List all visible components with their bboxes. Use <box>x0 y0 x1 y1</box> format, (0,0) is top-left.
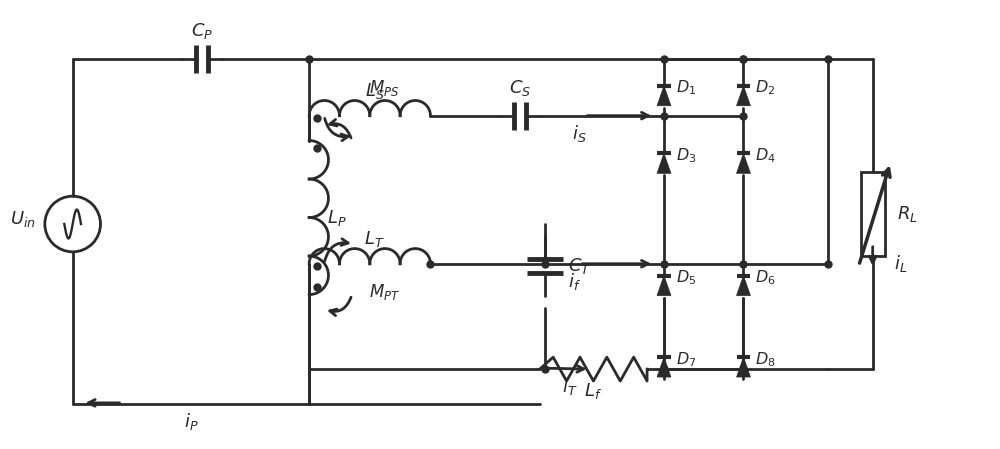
Text: $L_P$: $L_P$ <box>327 207 347 228</box>
Text: $D_6$: $D_6$ <box>755 269 776 287</box>
Polygon shape <box>737 357 750 377</box>
Text: $D_4$: $D_4$ <box>755 146 776 165</box>
Text: $L_S$: $L_S$ <box>365 81 385 101</box>
Text: $C_T$: $C_T$ <box>568 256 591 276</box>
Text: $D_7$: $D_7$ <box>676 350 696 369</box>
Polygon shape <box>657 154 671 173</box>
Text: $U_{in}$: $U_{in}$ <box>10 209 36 229</box>
Text: $M_{PT}$: $M_{PT}$ <box>369 282 400 302</box>
Text: $i_S$: $i_S$ <box>572 123 587 144</box>
Text: $C_P$: $C_P$ <box>191 21 213 41</box>
Polygon shape <box>657 276 671 295</box>
Text: $D_3$: $D_3$ <box>676 146 696 165</box>
Text: $D_2$: $D_2$ <box>755 79 775 97</box>
Text: $R_L$: $R_L$ <box>897 204 918 224</box>
Polygon shape <box>657 86 671 106</box>
Text: $D_5$: $D_5$ <box>676 269 696 287</box>
Text: $i_L$: $i_L$ <box>894 253 907 274</box>
Text: $i_f$: $i_f$ <box>568 271 581 292</box>
Text: $M_{PS}$: $M_{PS}$ <box>369 78 399 98</box>
Text: $D_8$: $D_8$ <box>755 350 776 369</box>
Text: $L_T$: $L_T$ <box>364 229 385 249</box>
Text: $L_f$: $L_f$ <box>584 381 602 401</box>
Bar <box>861 172 885 256</box>
Text: $D_1$: $D_1$ <box>676 79 696 97</box>
Text: $i_P$: $i_P$ <box>184 411 198 432</box>
Polygon shape <box>737 276 750 295</box>
Polygon shape <box>737 86 750 106</box>
Polygon shape <box>657 357 671 377</box>
Text: $i_T$: $i_T$ <box>562 377 577 397</box>
Text: $C_S$: $C_S$ <box>509 78 531 98</box>
Polygon shape <box>737 154 750 173</box>
